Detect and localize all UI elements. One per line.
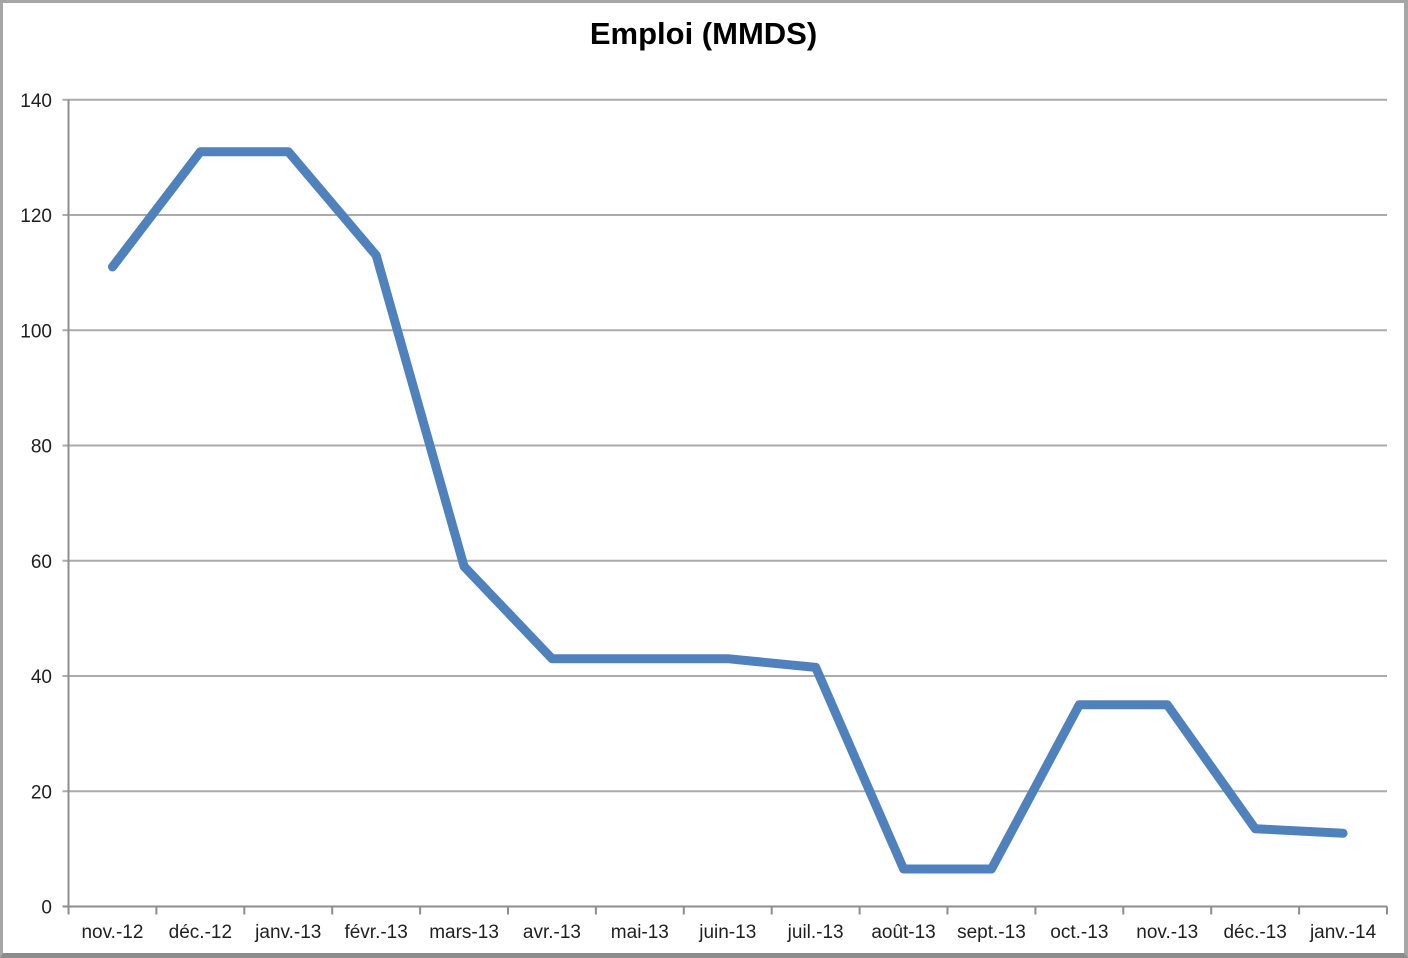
x-axis-tick-label: avr.-13 [523,922,581,943]
x-axis-tick-label: déc.-13 [1223,922,1286,943]
x-axis-tick-label: juin-13 [698,922,756,943]
y-axis-tick-label: 40 [31,667,52,688]
y-axis-tick-label: 20 [31,782,52,803]
series-line [108,147,1348,874]
y-axis-tick-label: 120 [20,206,52,227]
y-axis-tick-label: 0 [41,898,52,919]
chart-title: Emploi (MMDS) [589,16,818,51]
x-axis-tick-label: juil.-13 [787,922,844,943]
x-axis-tick-label: août-13 [871,922,935,943]
line-chart-plot-area: 0 20 40 60 80 100 120 140 nov.-12 déc.-12 janv.-13… [20,91,1388,943]
x-axis-tick-label: mars-13 [429,922,499,943]
y-axis-tick-label: 100 [20,321,52,342]
x-axis-tick-label: févr.-13 [344,922,407,943]
x-axis-tick-label: sept.-13 [957,922,1026,943]
y-axis-tick-label: 80 [31,437,52,458]
x-axis-tick-label: nov.-12 [81,922,143,943]
x-axis-tick-label: janv.-14 [1309,922,1377,943]
x-axis-tick-label: janv.-13 [254,922,321,943]
x-axis-tick-label: mai-13 [611,922,669,943]
y-axis-tick-label: 140 [20,91,52,112]
x-axis-tick-label: oct.-13 [1050,922,1108,943]
y-axis-tick-label: 60 [31,552,52,573]
x-axis-tick-label: déc.-12 [169,922,232,943]
x-axis-tick-label: nov.-13 [1136,922,1198,943]
